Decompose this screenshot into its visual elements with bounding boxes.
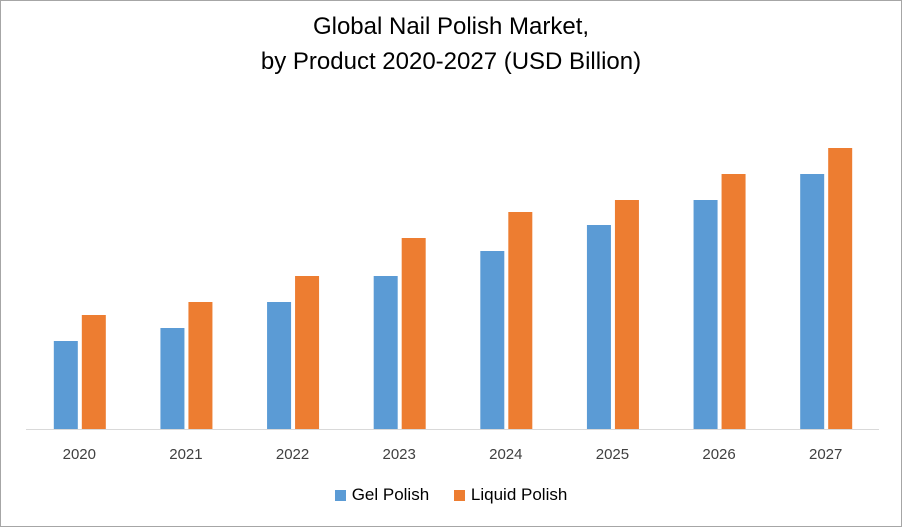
x-tick-label-2026: 2026 [702, 446, 735, 463]
bar-liquid-polish-2021 [188, 302, 213, 429]
legend-swatch-liquid-polish [453, 489, 465, 501]
legend: Gel Polish Liquid Polish [1, 485, 901, 506]
bar-gel-polish-2025 [586, 225, 611, 429]
bar-gel-polish-2023 [373, 276, 398, 429]
bar-chart: 2020 2021 2022 2023 2024 2025 2026 2027 [26, 148, 879, 463]
legend-label-gel-polish: Gel Polish [351, 485, 430, 504]
legend-item-liquid-polish: Liquid Polish [453, 485, 568, 505]
bar-liquid-polish-2020 [81, 315, 106, 429]
x-tick-label-2023: 2023 [383, 446, 416, 463]
x-tick-label-2021: 2021 [169, 446, 202, 463]
bar-gel-polish-2021 [160, 328, 185, 429]
bar-liquid-polish-2022 [295, 276, 320, 429]
x-tick-label-2027: 2027 [809, 446, 842, 463]
legend-label-liquid-polish: Liquid Polish [470, 485, 568, 504]
legend-item-gel-polish: Gel Polish [334, 485, 430, 505]
bar-gel-polish-2027 [800, 174, 825, 429]
bar-liquid-polish-2025 [614, 200, 639, 429]
chart-title: Global Nail Polish Market, by Product 20… [1, 9, 901, 79]
bar-gel-polish-2020 [53, 341, 78, 429]
legend-swatch-gel-polish [334, 489, 346, 501]
bar-liquid-polish-2024 [508, 212, 533, 429]
chart-title-line1: Global Nail Polish Market, [312, 13, 590, 40]
bar-liquid-polish-2027 [828, 148, 853, 429]
bar-liquid-polish-2023 [401, 238, 426, 429]
chart-subtitle: by Product 2020-2027 (USD Billion) [260, 48, 642, 75]
x-tick-label-2022: 2022 [276, 446, 309, 463]
bar-gel-polish-2026 [693, 200, 718, 429]
bar-gel-polish-2024 [480, 251, 505, 429]
bar-gel-polish-2022 [267, 302, 292, 429]
bar-liquid-polish-2026 [721, 174, 746, 429]
x-tick-label-2020: 2020 [63, 446, 96, 463]
x-tick-label-2024: 2024 [489, 446, 522, 463]
x-tick-label-2025: 2025 [596, 446, 629, 463]
